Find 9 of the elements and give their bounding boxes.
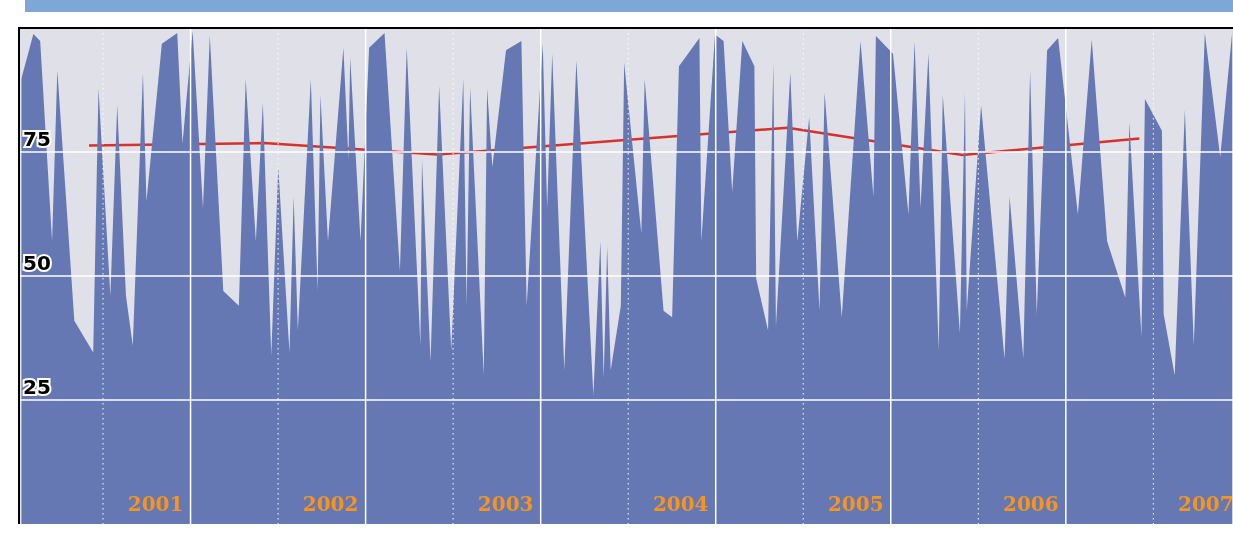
y-tick-label: 25: [23, 375, 51, 400]
x-tick-label: 2004: [652, 492, 709, 517]
x-tick-label: 2001: [127, 492, 184, 517]
x-tick-label: 2007: [1178, 492, 1233, 517]
x-tick-label: 2002: [302, 492, 359, 517]
x-tick-label: 2005: [827, 492, 884, 517]
y-tick-label: 50: [23, 251, 51, 276]
x-tick-label: 2006: [1002, 492, 1059, 517]
x-tick-label: 2003: [477, 492, 534, 517]
